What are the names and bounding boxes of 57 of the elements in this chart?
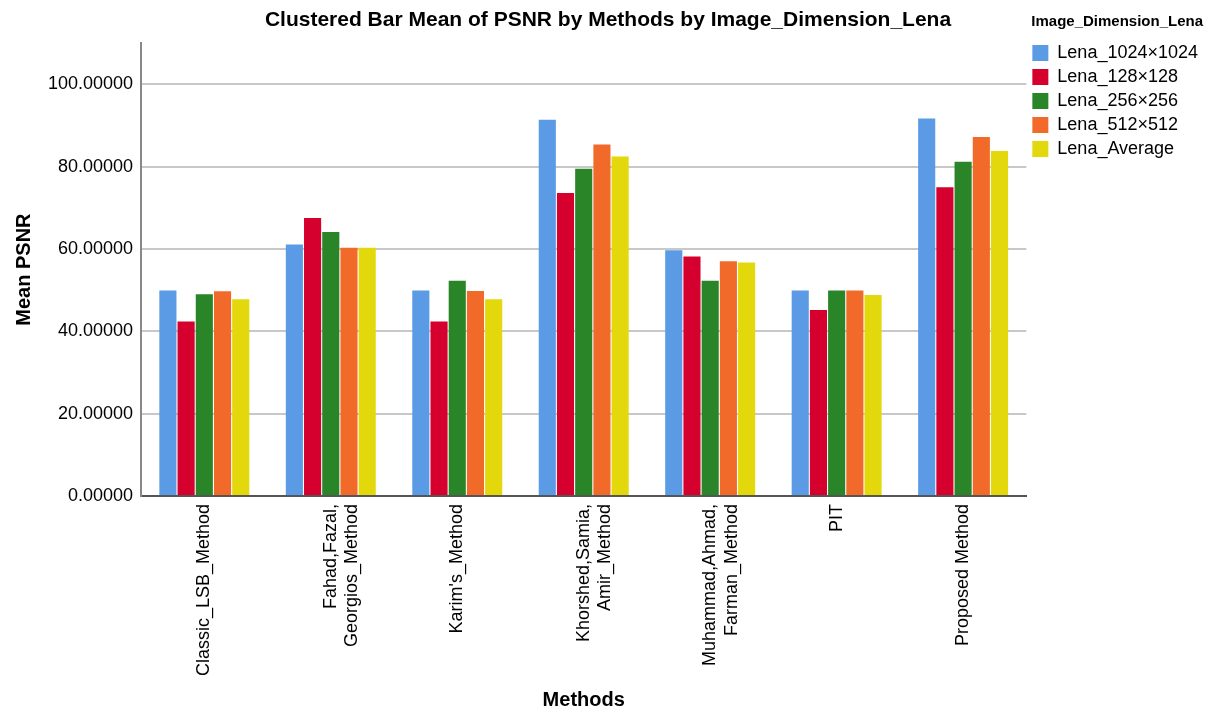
y-tick-label: 0.00000 <box>68 484 134 505</box>
x-tick-label: Karim's_Method <box>446 503 468 634</box>
bar <box>972 137 990 495</box>
x-tick-label: Muhammad,Ahmad, Farman_Method <box>699 503 742 666</box>
bar <box>809 309 827 495</box>
bar <box>485 299 503 495</box>
bar <box>575 168 593 495</box>
y-tick-label: 60.00000 <box>58 237 134 258</box>
y-tick-label: 100.00000 <box>47 73 134 94</box>
bar <box>448 280 466 495</box>
bar <box>918 118 936 495</box>
bar <box>466 290 485 495</box>
bar <box>593 144 611 495</box>
bar <box>213 291 232 495</box>
bar <box>683 256 701 495</box>
bar <box>846 290 864 495</box>
bar <box>719 261 737 495</box>
x-axis-title: Methods <box>542 687 625 710</box>
chart-title: Clustered Bar Mean of PSNR by Methods by Image_Dimension_Lena <box>264 7 952 31</box>
bar <box>990 151 1009 495</box>
bar <box>430 321 448 495</box>
bar <box>738 262 756 495</box>
bar <box>864 295 882 495</box>
bar <box>340 247 358 495</box>
legend-label: Lena_1024×1024 <box>1057 41 1198 63</box>
legend-label: Lena_Average <box>1057 137 1175 159</box>
x-tick-label: Fahad,Fazal, Georgios_Method <box>319 503 363 647</box>
bar <box>159 290 177 495</box>
bar <box>232 299 250 495</box>
bar <box>828 290 846 495</box>
bar <box>322 232 340 495</box>
legend-label: Lena_512×512 <box>1057 113 1178 135</box>
y-tick-label: 20.00000 <box>58 402 134 423</box>
legend-label: Lena_128×128 <box>1057 65 1178 87</box>
bar <box>412 290 430 495</box>
legend-title: Image_Dimension_Lena <box>1031 11 1204 29</box>
legend-label: Lena_256×256 <box>1057 89 1178 111</box>
bar <box>556 193 575 495</box>
bar <box>358 247 376 495</box>
bar <box>936 187 954 495</box>
x-tick-label: Classic_LSB_Method <box>193 503 215 676</box>
bar <box>195 294 213 495</box>
bar <box>304 218 322 495</box>
y-tick-label: 80.00000 <box>58 155 134 176</box>
x-tick-label: Khorshed,Samia, Amir_Method <box>572 503 616 642</box>
y-axis-title: Mean PSNR <box>11 212 34 326</box>
x-tick-label: PIT <box>825 503 846 532</box>
x-tick-label: Proposed Method <box>952 503 973 646</box>
bar <box>791 290 809 495</box>
bar <box>665 250 683 495</box>
bar <box>285 244 303 495</box>
bar <box>701 280 719 495</box>
bar <box>177 321 195 495</box>
bar <box>611 156 629 495</box>
bar <box>538 119 556 495</box>
bar <box>954 161 972 495</box>
y-tick-label: 40.00000 <box>58 320 134 341</box>
